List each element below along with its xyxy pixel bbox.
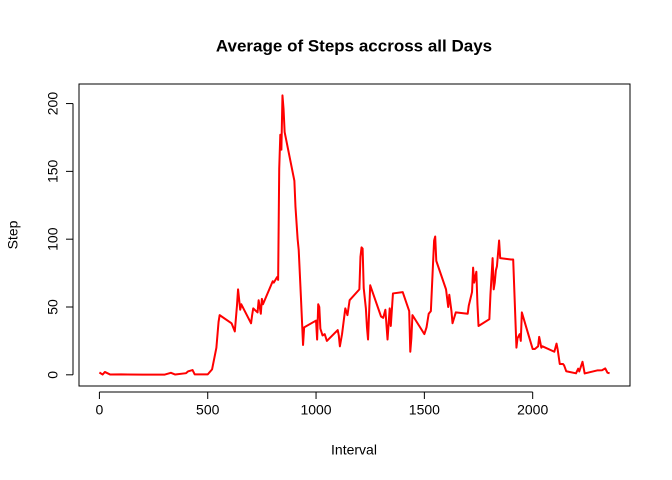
x-axis-label: Interval [331,442,377,458]
data-line [98,94,610,376]
y-tick-label: 150 [45,159,61,183]
plot-box [78,83,631,387]
y-axis-label: Step [5,220,21,249]
y-tick-label: 200 [45,92,61,116]
x-tick-label: 1500 [409,402,440,418]
chart-title: Average of Steps accross all Days [216,36,492,55]
x-tick-label: 1000 [300,402,331,418]
y-tick-label: 0 [45,371,61,379]
y-tick-label: 50 [45,299,61,315]
x-tick-label: 2000 [517,402,548,418]
x-tick-label: 500 [196,402,220,418]
y-tick-label: 100 [45,227,61,251]
x-tick-label: 0 [96,402,104,418]
